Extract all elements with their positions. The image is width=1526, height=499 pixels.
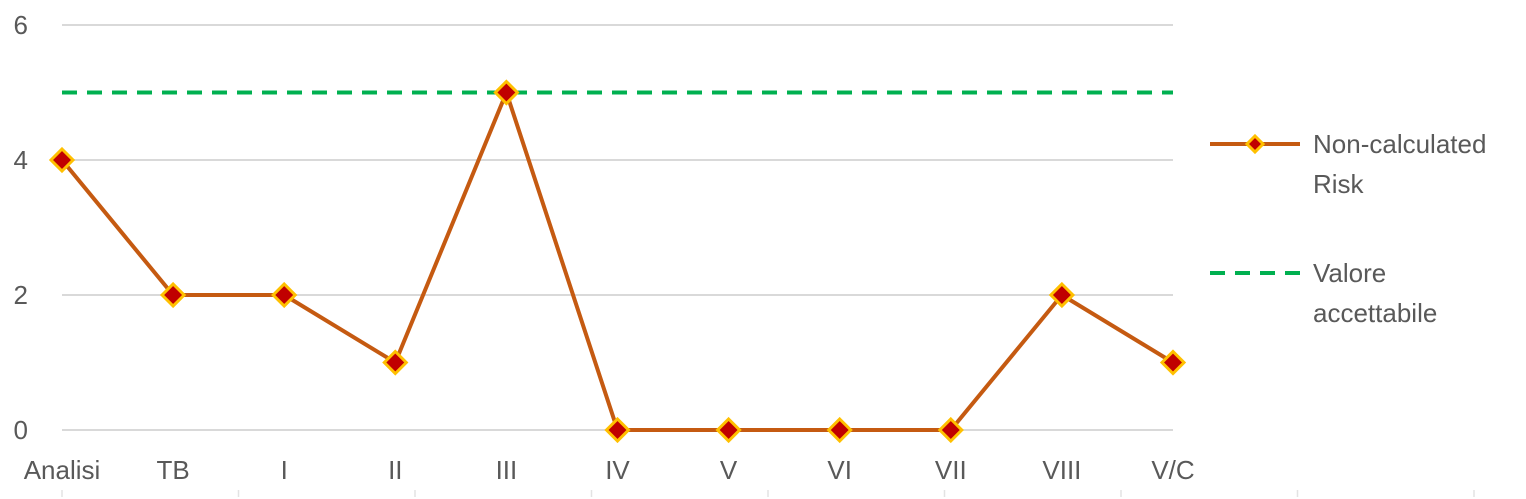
legend-label-line-2: accettabile [1313, 298, 1437, 328]
x-tick-label-vii: VII [935, 455, 967, 485]
data-point-i [273, 284, 295, 306]
x-tick-label-viii: VIII [1042, 455, 1081, 485]
data-point-v [718, 419, 740, 441]
y-tick-label: 4 [14, 145, 28, 175]
series-non-calculated-risk [51, 82, 1184, 442]
x-tick-label-analisi: Analisi [24, 455, 101, 485]
legend-item-valore-accettabile: Valore accettabile [1210, 258, 1437, 328]
x-tick-label-ii: II [388, 455, 402, 485]
x-tick-label-tb: TB [156, 455, 189, 485]
legend-label-line-1: Non-calculated [1313, 129, 1486, 159]
x-tick-label-iv: IV [605, 455, 630, 485]
gridlines [62, 25, 1474, 497]
x-axis-tick-labels: Analisi TB I II III IV V VI VII VIII V/C [24, 455, 1195, 485]
data-point-iii [495, 82, 517, 104]
legend-label-line-1: Valore [1313, 258, 1386, 288]
data-point-v-c [1162, 352, 1184, 374]
legend-marker-diamond-icon [1247, 136, 1263, 152]
x-tick-label-vi: VI [827, 455, 852, 485]
x-tick-label-i: I [281, 455, 288, 485]
x-tick-label-v: V [720, 455, 738, 485]
y-axis-tick-labels: 0 2 4 6 [14, 10, 28, 445]
data-point-iv [607, 419, 629, 441]
legend: Non-calculated Risk Valore accettabile [1210, 129, 1486, 328]
legend-label-line-2: Risk [1313, 169, 1365, 199]
x-tick-label-iii: III [496, 455, 518, 485]
y-tick-label: 6 [14, 10, 28, 40]
y-tick-label: 0 [14, 415, 28, 445]
data-point-vi [829, 419, 851, 441]
data-point-ii [384, 352, 406, 374]
x-tick-label-v-c: V/C [1151, 455, 1194, 485]
series-layer [51, 82, 1184, 442]
series-line-non-calculated-risk [62, 93, 1173, 431]
y-tick-label: 2 [14, 280, 28, 310]
legend-item-non-calculated-risk: Non-calculated Risk [1210, 129, 1486, 199]
